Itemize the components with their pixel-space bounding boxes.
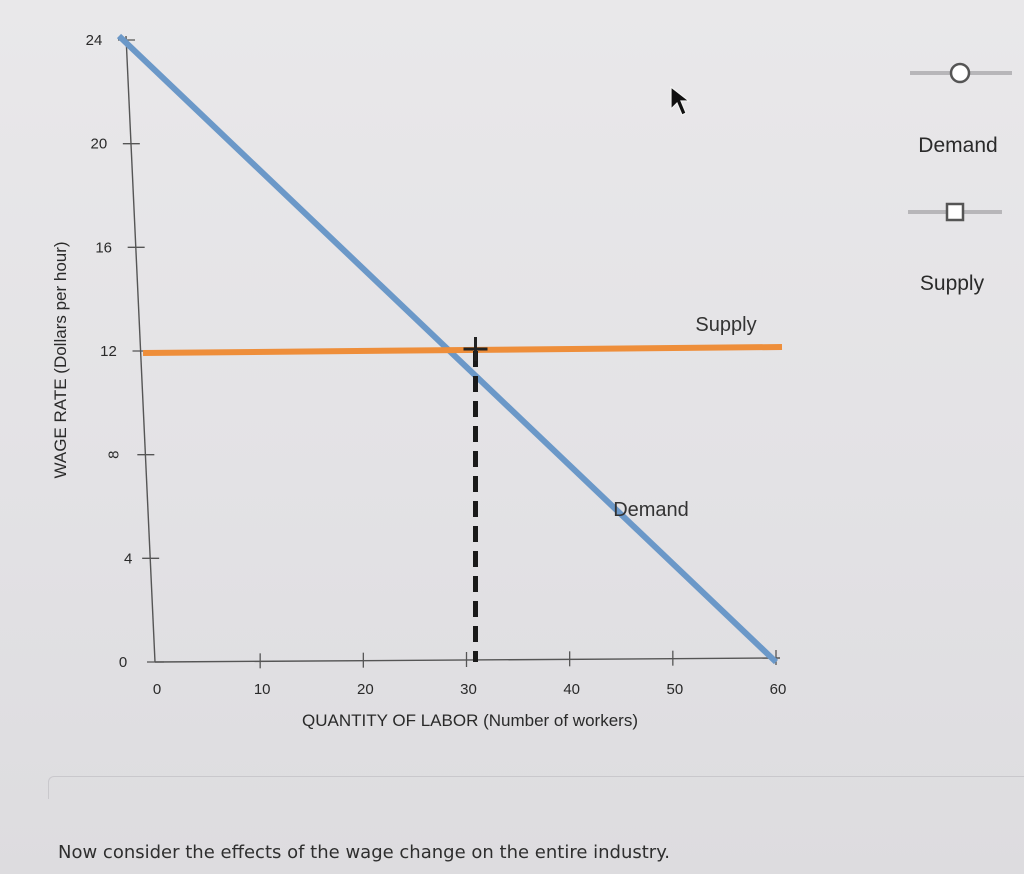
x-tick-label-60: 60 [770, 681, 787, 698]
y-tick-label-12: 12 [100, 343, 117, 360]
panel-divider [48, 776, 1024, 799]
y-tick-label-24: 24 [86, 32, 103, 49]
legend: Demand Supply [908, 62, 1012, 295]
legend-entry-demand[interactable]: Demand [910, 62, 1012, 157]
labor-market-chart: 0 4 8 12 16 20 24 0 10 20 30 40 50 60 Supply Demand QUA… [51, 32, 1012, 730]
x-axis-line [154, 657, 781, 663]
legend-demand-circle-icon [949, 62, 971, 84]
arrow-cursor-icon [670, 85, 691, 116]
y-axis-title: WAGE RATE (Dollars per hour) [51, 241, 70, 478]
x-tick-label-40: 40 [563, 681, 580, 698]
x-tick-label-30: 30 [460, 681, 477, 698]
y-tick-label-16: 16 [95, 239, 112, 256]
x-axis-title: QUANTITY OF LABOR (Number of workers) [302, 711, 638, 730]
legend-supply-label: Supply [920, 272, 985, 295]
y-tick-label-4: 4 [124, 550, 132, 567]
x-tick-label-50: 50 [666, 681, 683, 698]
demand-curve-label: Demand [613, 499, 689, 521]
y-tick-label-20: 20 [90, 136, 107, 153]
x-tick-label-10: 10 [254, 681, 271, 698]
legend-entry-supply[interactable]: Supply [908, 202, 1002, 295]
x-tick-label-20: 20 [357, 681, 374, 698]
y-tick-label-8: 8 [105, 450, 122, 458]
x-tick-label-0: 0 [153, 681, 161, 698]
supply-curve [142, 344, 783, 356]
instruction-text: Now consider the effects of the wage cha… [58, 842, 671, 863]
legend-demand-label: Demand [918, 134, 997, 157]
legend-supply-square-icon [945, 202, 965, 222]
y-tick-label-0: 0 [119, 654, 127, 671]
y-axis-line [125, 35, 156, 663]
supply-curve-label: Supply [695, 314, 756, 336]
